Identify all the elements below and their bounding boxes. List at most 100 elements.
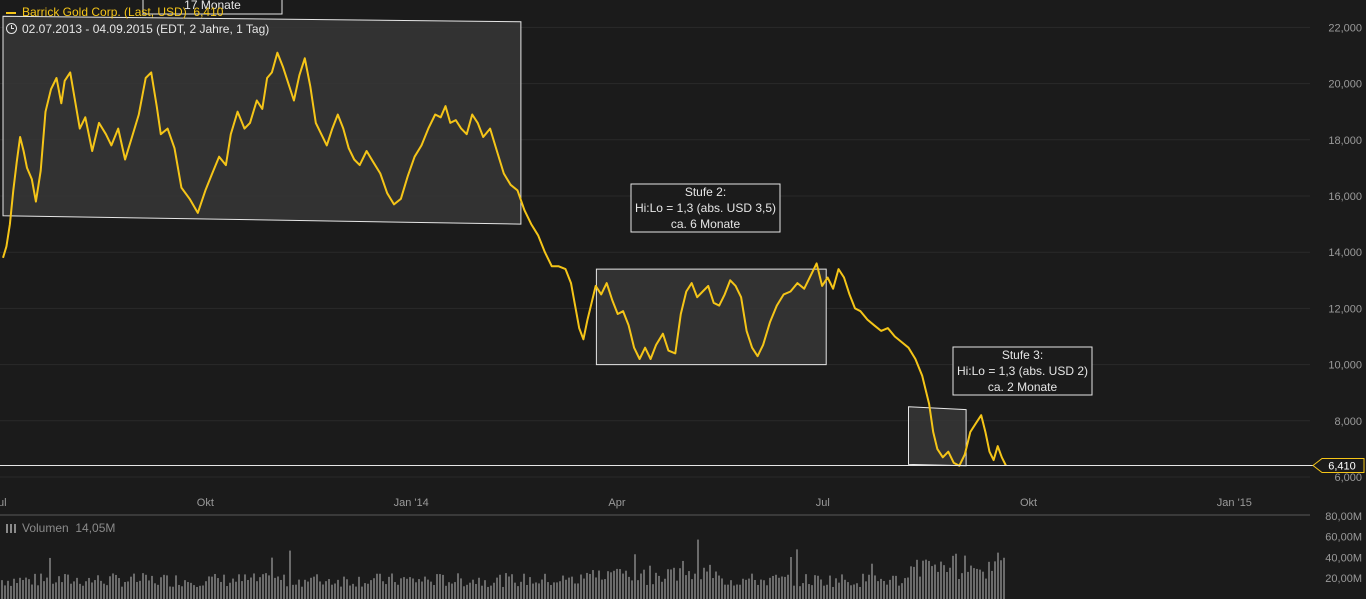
legend-last-value: 6,410 <box>193 5 224 19</box>
volume-bar <box>502 586 504 599</box>
volume-bar <box>961 573 963 599</box>
volume-bar <box>199 585 201 599</box>
volume-bar <box>802 583 804 599</box>
date-range-label: 02.07.2013 - 04.09.2015 (EDT, 2 Jahre, 1… <box>22 22 270 36</box>
volume-bar <box>853 584 855 599</box>
volume-bar <box>133 573 135 599</box>
volume-bar <box>406 578 408 599</box>
volume-bar <box>931 566 933 599</box>
volume-y-tick-label: 60,00M <box>1325 532 1362 544</box>
volume-bar <box>250 577 252 599</box>
volume-bar <box>148 580 150 599</box>
volume-bar <box>958 579 960 599</box>
volume-bar <box>70 583 72 599</box>
volume-bar <box>592 570 594 599</box>
volume-bar <box>688 571 690 599</box>
volume-bar <box>991 570 993 599</box>
volume-bar <box>946 572 948 599</box>
volume-bar <box>550 584 552 599</box>
volume-bar <box>604 579 606 599</box>
volume-bar <box>304 579 306 599</box>
volume-label: Volumen <box>22 521 69 535</box>
volume-bar <box>331 584 333 599</box>
volume-bar <box>649 565 651 599</box>
volume-bar <box>301 586 303 599</box>
volume-bar <box>742 578 744 599</box>
volume-bar <box>682 560 684 599</box>
volume-bar <box>952 555 954 599</box>
volume-bar <box>730 580 732 599</box>
volume-bar <box>565 579 567 599</box>
volume-bar <box>289 550 291 599</box>
volume-bar <box>499 574 501 599</box>
y-tick-label: 18,000 <box>1328 135 1362 147</box>
volume-bar <box>766 585 768 599</box>
legend[interactable]: Barrick Gold Corp. (Last, USD) 6,410 <box>6 5 223 19</box>
volume-bar <box>562 575 564 599</box>
volume-bar <box>460 578 462 599</box>
volume-bar <box>397 584 399 599</box>
volume-bar <box>280 579 282 599</box>
volume-bar <box>616 568 618 599</box>
volume-bar <box>130 576 132 599</box>
volume-bar <box>196 586 198 599</box>
volume-y-tick-label: 20,00M <box>1325 573 1362 585</box>
volume-bar <box>43 581 45 599</box>
volume-bar <box>10 585 12 599</box>
volume-bar <box>469 582 471 599</box>
volume-bar <box>277 576 279 599</box>
volume-bar <box>508 576 510 599</box>
volume-bar <box>856 583 858 599</box>
volume-bar <box>157 584 159 599</box>
volume-bar <box>796 549 798 599</box>
volume-bar <box>823 585 825 599</box>
volume-bar <box>589 573 591 599</box>
volume-bar <box>193 585 195 599</box>
volume-bar <box>61 582 63 599</box>
volume-bar <box>103 583 105 599</box>
volume-bar <box>220 581 222 599</box>
volume-bar <box>700 579 702 599</box>
x-tick-label: Jan '14 <box>394 497 429 509</box>
volume-bar <box>925 559 927 599</box>
volume-bar <box>559 581 561 599</box>
volume-bar <box>955 553 957 599</box>
volume-bar <box>880 578 882 599</box>
date-range[interactable]: 02.07.2013 - 04.09.2015 (EDT, 2 Jahre, 1… <box>6 22 269 36</box>
volume-bar <box>763 580 765 599</box>
volume-bar <box>328 579 330 599</box>
volume-bar <box>112 573 114 599</box>
volume-bar <box>163 574 165 599</box>
volume-legend[interactable]: Volumen 14,05M <box>6 521 115 535</box>
x-tick-label: Jan '15 <box>1217 497 1252 509</box>
volume-bar <box>568 577 570 599</box>
volume-bar <box>472 579 474 599</box>
volume-bar <box>79 583 81 599</box>
volume-bar <box>805 574 807 599</box>
volume-bar <box>262 574 264 599</box>
volume-bar <box>346 579 348 599</box>
annotation-text: ca. 6 Monate <box>671 217 741 231</box>
volume-bar <box>121 586 123 599</box>
volume-bar <box>235 581 237 599</box>
volume-bar <box>490 585 492 599</box>
volume-bar <box>526 584 528 599</box>
volume-bar <box>106 585 108 599</box>
y-tick-label: 12,000 <box>1328 303 1362 315</box>
annotation-box <box>630 183 781 233</box>
volume-bar <box>835 578 837 599</box>
volume-bar <box>481 585 483 599</box>
volume-bar <box>67 574 69 599</box>
volume-bar <box>85 581 87 599</box>
volume-bar <box>715 571 717 599</box>
annotation-box <box>142 0 283 15</box>
volume-bar <box>862 573 864 599</box>
volume-bar <box>451 583 453 599</box>
volume-bar <box>463 586 465 599</box>
x-tick-label: Okt <box>1020 497 1037 509</box>
volume-bar <box>709 564 711 599</box>
volume-bar <box>907 577 909 599</box>
volume-bar <box>661 581 663 599</box>
annotation: 17 Monate <box>142 0 283 15</box>
last-value-tag <box>1312 457 1365 473</box>
